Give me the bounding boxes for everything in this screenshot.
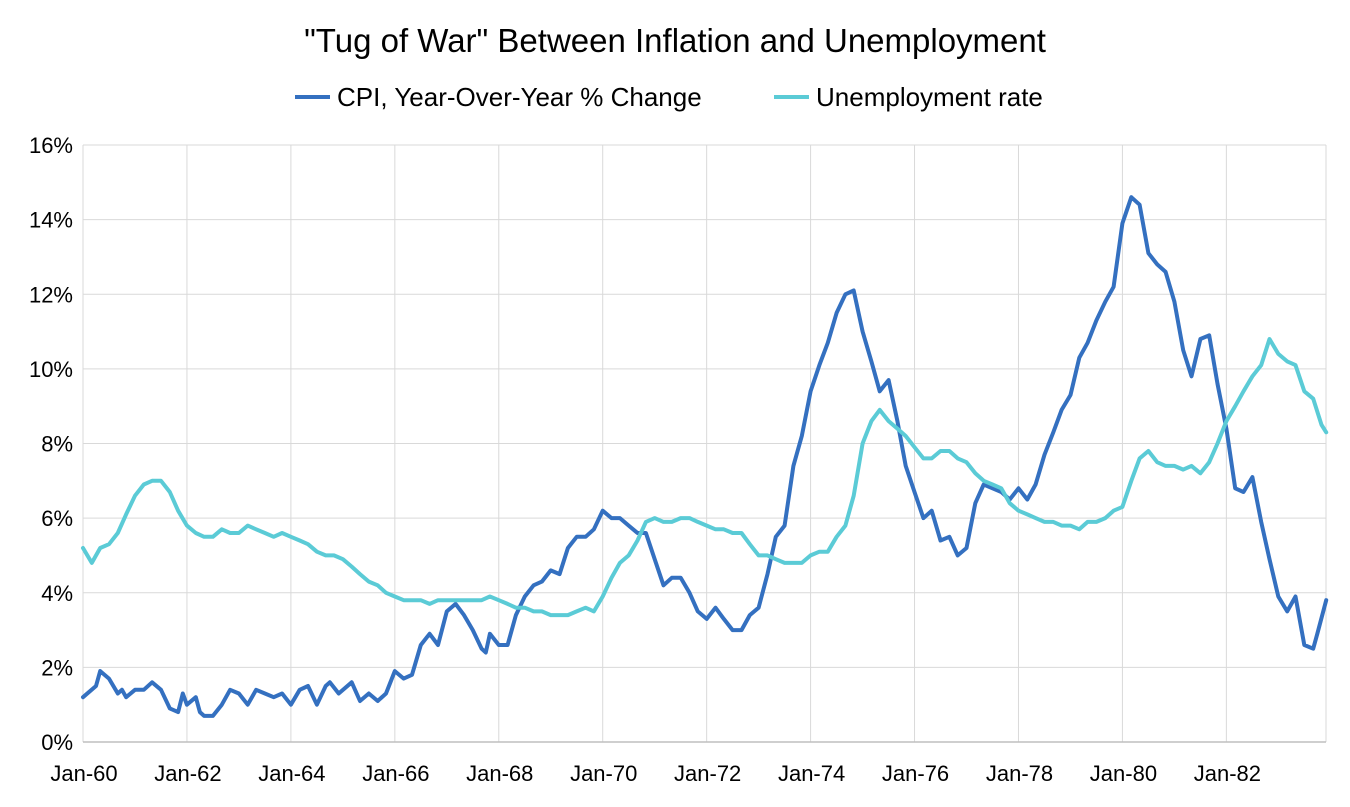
y-tick-label: 16% <box>29 133 73 158</box>
legend-item-unemployment[interactable]: Unemployment rate <box>774 82 1043 112</box>
x-tick-label: Jan-78 <box>986 761 1053 786</box>
y-tick-label: 14% <box>29 208 73 233</box>
legend-label-unemployment: Unemployment rate <box>816 82 1043 112</box>
x-tick-label: Jan-66 <box>362 761 429 786</box>
series-line-cpi <box>81 195 1329 718</box>
y-tick-label: 4% <box>41 581 73 606</box>
y-tick-label: 8% <box>41 432 73 457</box>
series-lines <box>81 195 1329 718</box>
x-tick-label: Jan-70 <box>570 761 637 786</box>
chart-title: "Tug of War" Between Inflation and Unemp… <box>304 22 1046 59</box>
x-tick-label: Jan-80 <box>1090 761 1157 786</box>
y-tick-label: 10% <box>29 357 73 382</box>
x-tick-label: Jan-76 <box>882 761 949 786</box>
y-tick-label: 2% <box>41 655 73 680</box>
legend-item-cpi[interactable]: CPI, Year-Over-Year % Change <box>295 82 702 112</box>
y-tick-label: 6% <box>41 506 73 531</box>
legend-label-cpi: CPI, Year-Over-Year % Change <box>337 82 702 112</box>
y-tick-label: 0% <box>41 730 73 755</box>
series-line-unemployment <box>81 337 1329 618</box>
x-tick-label: Jan-62 <box>154 761 221 786</box>
x-tick-label: Jan-60 <box>50 761 117 786</box>
x-tick-label: Jan-68 <box>466 761 533 786</box>
x-tick-label: Jan-64 <box>258 761 325 786</box>
x-tick-label: Jan-74 <box>778 761 845 786</box>
y-tick-label: 12% <box>29 282 73 307</box>
gridlines <box>82 144 1327 742</box>
x-tick-label: Jan-72 <box>674 761 741 786</box>
y-axis-ticks: 0% 2% 4% 6% 8% 10% 12% 14% 16% <box>29 133 73 755</box>
x-axis-ticks: Jan-60 Jan-62 Jan-64 Jan-66 Jan-68 Jan-70 Jan-… <box>50 761 1261 786</box>
legend: CPI, Year-Over-Year % Change Unemploymen… <box>295 82 1043 112</box>
x-tick-label: Jan-82 <box>1194 761 1261 786</box>
